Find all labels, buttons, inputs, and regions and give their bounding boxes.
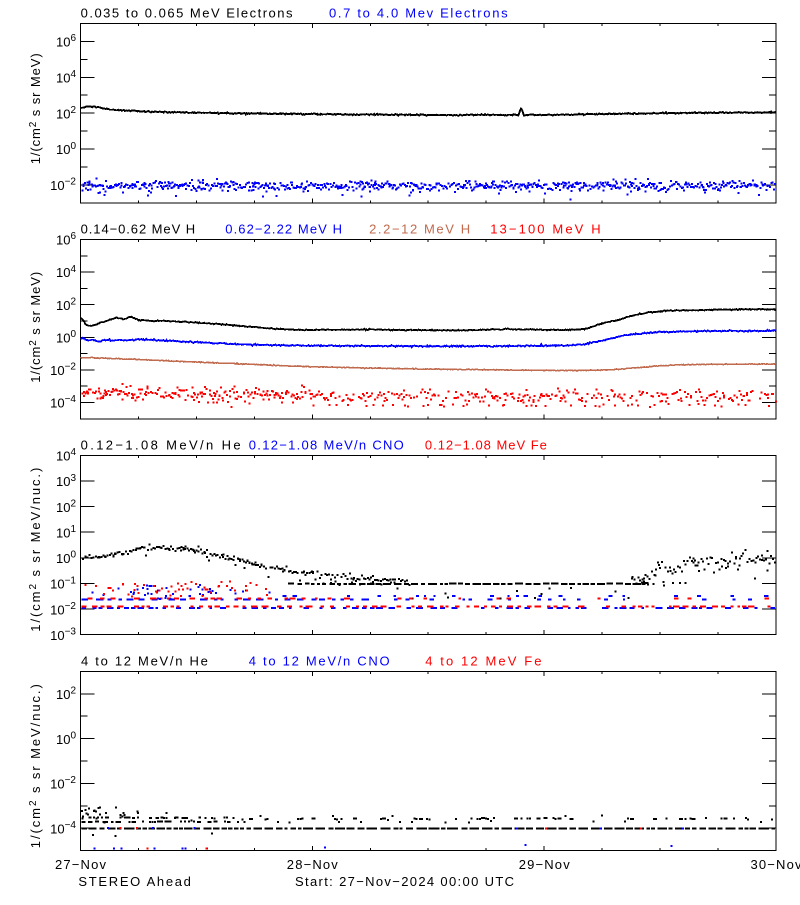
svg-text:0.14−0.62 MeV H: 0.14−0.62 MeV H (81, 222, 196, 237)
svg-text:103: 103 (56, 473, 76, 489)
svg-text:0.7 to 4.0 Mev Electrons: 0.7 to 4.0 Mev Electrons (329, 6, 508, 21)
svg-text:4 to 12 MeV/n He: 4 to 12 MeV/n He (81, 654, 208, 669)
svg-text:STEREO Ahead: STEREO Ahead (78, 874, 190, 889)
svg-text:29−Nov: 29−Nov (519, 857, 571, 872)
svg-text:1/(cm2 s sr MeV/nuc.): 1/(cm2 s sr MeV/nuc.) (28, 684, 43, 848)
svg-text:101: 101 (56, 524, 76, 540)
svg-text:1/(cm2 s sr MeV): 1/(cm2 s sr MeV) (28, 272, 43, 383)
svg-text:100: 100 (56, 550, 76, 566)
svg-text:0.12−1.08 MeV/n He: 0.12−1.08 MeV/n He (81, 438, 241, 453)
svg-text:1/(cm2 s sr MeV/nuc.): 1/(cm2 s sr MeV/nuc.) (28, 468, 43, 632)
svg-text:100: 100 (56, 329, 76, 345)
svg-text:10−4: 10−4 (50, 394, 76, 410)
svg-text:0.12−1.08 MeV Fe: 0.12−1.08 MeV Fe (425, 438, 547, 453)
svg-text:10−2: 10−2 (50, 177, 76, 193)
svg-text:27−Nov: 27−Nov (55, 857, 107, 872)
svg-text:10−3: 10−3 (50, 627, 76, 643)
svg-text:Start: 27−Nov−2024 00:00 UTC: Start: 27−Nov−2024 00:00 UTC (295, 874, 514, 889)
svg-text:10−2: 10−2 (50, 601, 76, 617)
svg-text:106: 106 (56, 33, 76, 49)
svg-text:0.12−1.08 MeV/n CNO: 0.12−1.08 MeV/n CNO (249, 438, 404, 453)
svg-text:104: 104 (56, 447, 76, 463)
svg-text:10−4: 10−4 (50, 820, 76, 836)
svg-text:4 to 12 MeV Fe: 4 to 12 MeV Fe (425, 654, 541, 669)
svg-text:10−1: 10−1 (50, 575, 76, 591)
svg-text:0.035 to 0.065 MeV Electrons: 0.035 to 0.065 MeV Electrons (81, 6, 293, 21)
svg-text:102: 102 (56, 296, 76, 312)
svg-text:4 to 12 MeV/n CNO: 4 to 12 MeV/n CNO (249, 654, 390, 669)
svg-text:10−2: 10−2 (50, 775, 76, 791)
svg-text:13−100 MeV H: 13−100 MeV H (490, 222, 600, 237)
svg-text:0.62−2.22 MeV H: 0.62−2.22 MeV H (225, 222, 342, 237)
svg-text:104: 104 (56, 264, 76, 280)
svg-text:10−2: 10−2 (50, 362, 76, 378)
svg-text:104: 104 (56, 69, 76, 85)
svg-text:2.2−12 MeV H: 2.2−12 MeV H (369, 222, 470, 237)
svg-text:30−Nov: 30−Nov (751, 857, 800, 872)
svg-text:1/(cm2 s sr MeV): 1/(cm2 s sr MeV) (28, 53, 43, 164)
svg-text:102: 102 (56, 498, 76, 514)
svg-text:28−Nov: 28−Nov (287, 857, 339, 872)
svg-text:100: 100 (56, 730, 76, 746)
svg-text:102: 102 (56, 105, 76, 121)
svg-text:106: 106 (56, 231, 76, 247)
svg-text:100: 100 (56, 141, 76, 157)
svg-text:102: 102 (56, 686, 76, 702)
